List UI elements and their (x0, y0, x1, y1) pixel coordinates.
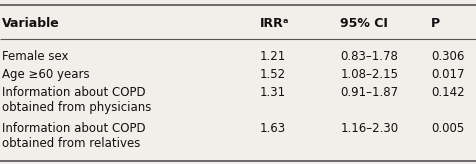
Text: 0.005: 0.005 (431, 122, 464, 135)
Text: Information about COPD: Information about COPD (2, 86, 146, 99)
Text: 95% CI: 95% CI (340, 17, 388, 30)
Text: 1.21: 1.21 (259, 50, 286, 63)
Text: 1.63: 1.63 (259, 122, 286, 135)
Text: 1.08–2.15: 1.08–2.15 (340, 68, 398, 81)
Text: 1.52: 1.52 (259, 68, 286, 81)
Text: 0.142: 0.142 (431, 86, 465, 99)
Text: 0.91–1.87: 0.91–1.87 (340, 86, 398, 99)
Text: 0.83–1.78: 0.83–1.78 (340, 50, 398, 63)
Text: 0.017: 0.017 (431, 68, 464, 81)
Text: 0.306: 0.306 (431, 50, 464, 63)
Text: 1.16–2.30: 1.16–2.30 (340, 122, 398, 135)
Text: 1.31: 1.31 (259, 86, 286, 99)
Text: Age ≥60 years: Age ≥60 years (2, 68, 90, 81)
Text: Female sex: Female sex (2, 50, 69, 63)
Text: Variable: Variable (2, 17, 60, 30)
Text: obtained from physicians: obtained from physicians (2, 101, 152, 114)
Text: obtained from relatives: obtained from relatives (2, 137, 141, 150)
Text: P: P (431, 17, 440, 30)
Text: IRRᵃ: IRRᵃ (259, 17, 289, 30)
Text: Information about COPD: Information about COPD (2, 122, 146, 135)
